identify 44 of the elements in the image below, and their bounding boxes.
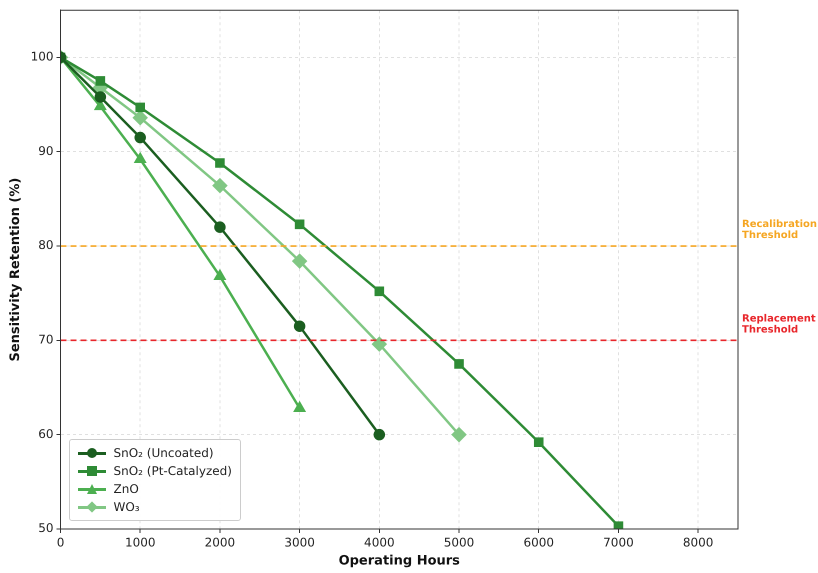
point xyxy=(294,320,306,332)
x-tick-label: 7000 xyxy=(603,535,634,550)
point xyxy=(212,178,228,193)
point xyxy=(292,254,307,268)
x-tick-label: 5000 xyxy=(444,535,474,550)
point xyxy=(214,221,226,233)
x-tick-label: 8000 xyxy=(682,535,714,550)
point xyxy=(374,428,386,440)
point xyxy=(134,132,146,144)
x-tick-label: 2000 xyxy=(204,535,236,550)
ref-line-label: Replacement Threshold xyxy=(742,313,816,336)
legend-label: SnO₂ (Pt-Catalyzed) xyxy=(114,463,232,480)
legend-label: ZnO xyxy=(114,481,139,498)
y-tick-label: 90 xyxy=(38,144,54,158)
y-tick-label: 100 xyxy=(30,49,54,64)
point xyxy=(534,437,544,448)
point xyxy=(96,76,106,86)
y-tick-label: 50 xyxy=(38,521,54,536)
legend-label: SnO₂ (Uncoated) xyxy=(114,445,214,462)
point xyxy=(135,102,145,112)
point xyxy=(132,110,148,125)
y-tick-label: 70 xyxy=(38,332,54,346)
x-tick-label: 6000 xyxy=(523,535,554,550)
legend-label: WO₃ xyxy=(114,499,140,516)
point xyxy=(294,402,306,412)
x-tick-label: 1000 xyxy=(124,535,156,550)
point xyxy=(94,91,106,103)
x-tick-label: 0 xyxy=(56,535,64,550)
y-tick-label: 80 xyxy=(38,238,54,252)
point xyxy=(294,220,304,230)
point xyxy=(215,158,225,168)
y-axis-title: Sensitivity Retention (%) xyxy=(8,178,24,362)
point xyxy=(134,152,146,163)
point xyxy=(454,359,464,369)
point xyxy=(614,521,624,529)
x-axis-title: Operating Hours xyxy=(338,554,460,569)
point xyxy=(372,336,387,352)
point xyxy=(452,427,466,442)
point xyxy=(214,270,226,280)
ref-line-label: Recalibration Threshold xyxy=(742,219,818,242)
point xyxy=(374,286,384,296)
y-tick-label: 60 xyxy=(38,426,54,441)
x-tick-label: 3000 xyxy=(284,535,315,550)
x-tick-label: 4000 xyxy=(364,535,395,550)
